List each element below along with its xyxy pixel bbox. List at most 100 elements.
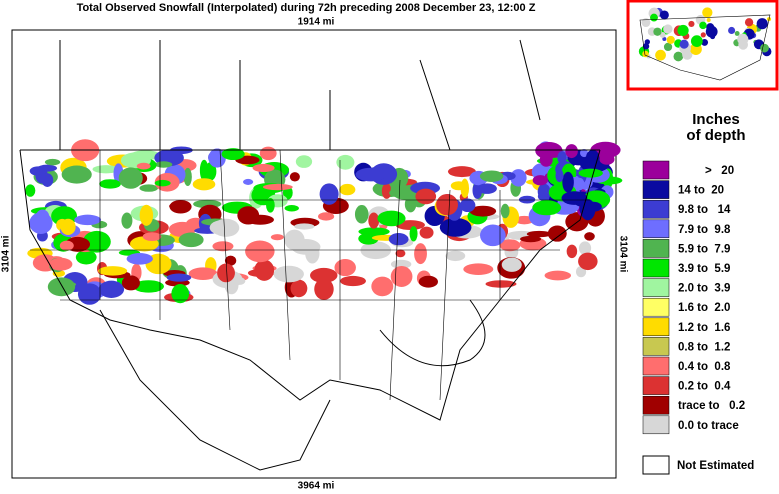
snow-area: [77, 283, 102, 305]
snow-area: [439, 217, 472, 237]
snow-area: [334, 258, 356, 277]
snow-area: [273, 265, 304, 283]
legend-label: 14 to 20: [678, 185, 724, 197]
snow-area: [199, 159, 209, 182]
gulf-outline: [379, 299, 486, 367]
snow-area: [436, 193, 459, 216]
snow-area: [60, 218, 76, 236]
snow-area: [445, 250, 466, 262]
mexico-outline: [99, 309, 331, 471]
inset-snow-area: [760, 43, 769, 53]
snow-area: [29, 212, 53, 234]
snow-area: [287, 234, 297, 244]
snow-area: [25, 184, 36, 197]
top-label: 1914 mi: [298, 17, 335, 28]
inset-snow-area: [663, 24, 673, 34]
inset-snow-area: [662, 37, 667, 42]
snow-area: [580, 148, 589, 158]
snow-area: [98, 280, 125, 298]
snow-area: [262, 183, 293, 191]
legend-label: 3.9 to 5.9: [678, 263, 730, 275]
inset-snow-area: [659, 10, 669, 20]
inset-snow-area: [666, 35, 675, 44]
snow-area: [75, 249, 97, 265]
snow-area: [390, 266, 413, 287]
snow-area: [266, 198, 275, 213]
snow-area: [368, 212, 380, 229]
snow-area: [499, 239, 521, 252]
snow-area: [154, 179, 171, 187]
snow-area: [98, 266, 128, 276]
legend-title: of depth: [686, 127, 745, 144]
inset-snow-area: [650, 13, 658, 22]
snow-area: [121, 275, 140, 291]
snow-area: [500, 203, 510, 219]
snow-area: [247, 268, 275, 278]
snow-area: [469, 205, 497, 217]
snow-area: [234, 277, 246, 285]
snow-area: [555, 169, 564, 183]
snow-area: [510, 169, 527, 187]
inset-snow-area: [728, 26, 736, 35]
snow-area: [381, 183, 392, 199]
legend-label: 2.0 to 3.9: [678, 283, 730, 295]
canada-borders: [59, 39, 541, 151]
map: [19, 39, 623, 471]
snow-area: [358, 227, 390, 236]
snow-area: [314, 278, 334, 300]
snow-area: [48, 257, 73, 271]
snow-area: [252, 163, 275, 173]
snow-area: [371, 276, 394, 297]
snow-area: [270, 234, 284, 241]
snow-area: [404, 196, 417, 213]
snow-area: [295, 155, 313, 168]
snow-area: [526, 230, 552, 238]
snow-area: [99, 179, 121, 189]
inset-snow-area: [734, 31, 740, 36]
inset-snow-area: [737, 33, 749, 45]
snow-area: [339, 183, 356, 196]
snow-area: [539, 152, 553, 167]
inset-snow-area: [701, 38, 709, 46]
snow-area: [578, 252, 598, 271]
inset-snow-area: [710, 34, 716, 40]
snow-area: [183, 167, 192, 187]
legend-label: > 20: [705, 165, 734, 177]
legend-title: Inches: [692, 111, 740, 128]
snow-area: [395, 249, 406, 258]
legend-label: 0.8 to 1.2: [678, 341, 730, 353]
snow-area: [477, 183, 497, 194]
title: Total Observed Snowfall (Interpolated) d…: [77, 2, 536, 14]
snow-area: [126, 253, 153, 265]
snow-area: [289, 172, 300, 182]
snow-area: [82, 230, 111, 253]
snow-area: [246, 214, 274, 225]
snow-area: [561, 191, 588, 205]
legend-swatch: [642, 415, 670, 435]
inset-snow-area: [642, 43, 650, 50]
snow-area: [557, 151, 567, 165]
snow-area: [245, 240, 275, 263]
snow-area: [463, 263, 494, 275]
snow-area: [599, 153, 615, 165]
inset-map: [638, 7, 772, 81]
snow-area: [188, 267, 218, 281]
snow-area: [154, 161, 173, 168]
left-label: 3104 mi: [1, 235, 12, 272]
snow-area: [544, 270, 571, 281]
legend-label: 7.9 to 9.8: [678, 224, 731, 236]
legend-swatch: [642, 278, 670, 297]
legend-label: 5.9 to 7.9: [678, 243, 730, 255]
snow-area: [389, 188, 403, 197]
snow-area: [224, 255, 237, 266]
snow-area: [310, 267, 338, 283]
snow-area: [336, 154, 355, 170]
snow-area: [242, 178, 254, 185]
snow-area: [547, 225, 567, 242]
snow-area: [178, 232, 204, 248]
legend-swatch: [642, 297, 670, 317]
legend-label: 9.8 to 14: [678, 204, 731, 216]
snow-area: [52, 281, 77, 288]
snow-area: [319, 183, 339, 205]
snow-area: [169, 202, 188, 210]
